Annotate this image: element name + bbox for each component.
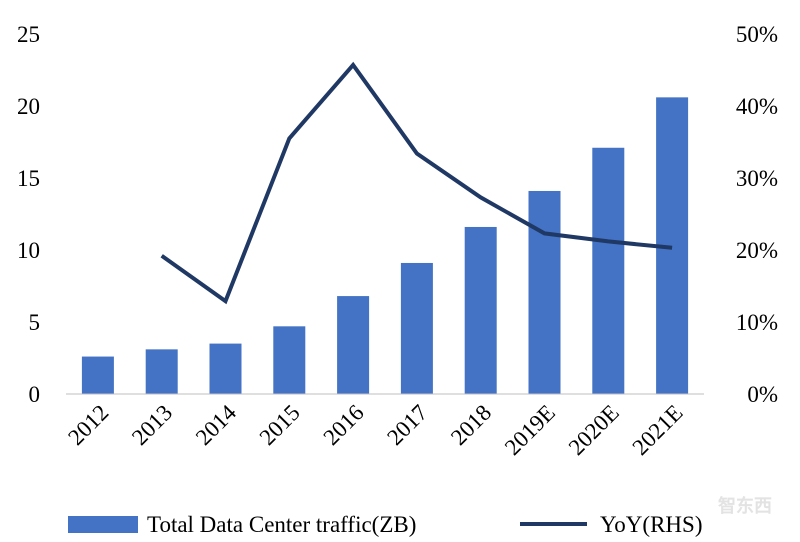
x-axis-ticks: 2012 2013 2014 2015 2016 2017 2018 2019E 2020E 20… <box>63 400 687 461</box>
right-axis-ticks: 0% 10% 20% 30% 40% 50% <box>736 22 778 407</box>
bar <box>337 296 370 394</box>
bar <box>528 190 561 394</box>
legend-bar-label: Total Data Center traffic(ZB) <box>147 512 416 537</box>
x-tick-label: 2016 <box>318 400 368 450</box>
x-tick-label: 2012 <box>63 400 113 450</box>
x-tick-label: 2017 <box>382 400 432 450</box>
x-tick-label: 2014 <box>191 400 242 451</box>
x-tick-label: 2015 <box>255 400 305 450</box>
bar <box>464 226 497 394</box>
left-tick-label: 25 <box>17 22 40 47</box>
legend-line-label: YoY(RHS) <box>600 512 702 537</box>
bar <box>592 147 625 394</box>
bar <box>400 262 433 394</box>
legend: Total Data Center traffic(ZB) YoY(RHS) <box>68 512 702 537</box>
right-tick-label: 0% <box>747 382 778 407</box>
right-tick-label: 50% <box>736 22 778 47</box>
x-tick-label: 2019E <box>500 400 560 460</box>
bar-series <box>81 97 689 395</box>
bar <box>81 356 114 394</box>
right-tick-label: 40% <box>736 94 778 119</box>
x-tick-label: 2013 <box>127 400 177 450</box>
legend-bar-swatch <box>68 516 138 533</box>
bar <box>209 343 242 394</box>
left-tick-label: 20 <box>17 94 40 119</box>
right-tick-label: 10% <box>736 310 778 335</box>
bar <box>145 349 178 394</box>
x-tick-label: 2018 <box>446 400 496 450</box>
x-tick-label: 2020E <box>564 400 624 460</box>
left-tick-label: 0 <box>29 382 41 407</box>
yoy-line-series <box>160 61 673 305</box>
left-axis-ticks: 0 5 10 15 20 25 <box>17 22 40 407</box>
x-tick-label: 2021E <box>627 400 687 460</box>
left-tick-label: 10 <box>17 238 40 263</box>
right-tick-label: 30% <box>736 166 778 191</box>
right-tick-label: 20% <box>736 238 778 263</box>
left-tick-label: 15 <box>17 166 40 191</box>
left-tick-label: 5 <box>29 310 41 335</box>
watermark: 智东西 <box>718 495 772 517</box>
bar <box>273 326 306 394</box>
